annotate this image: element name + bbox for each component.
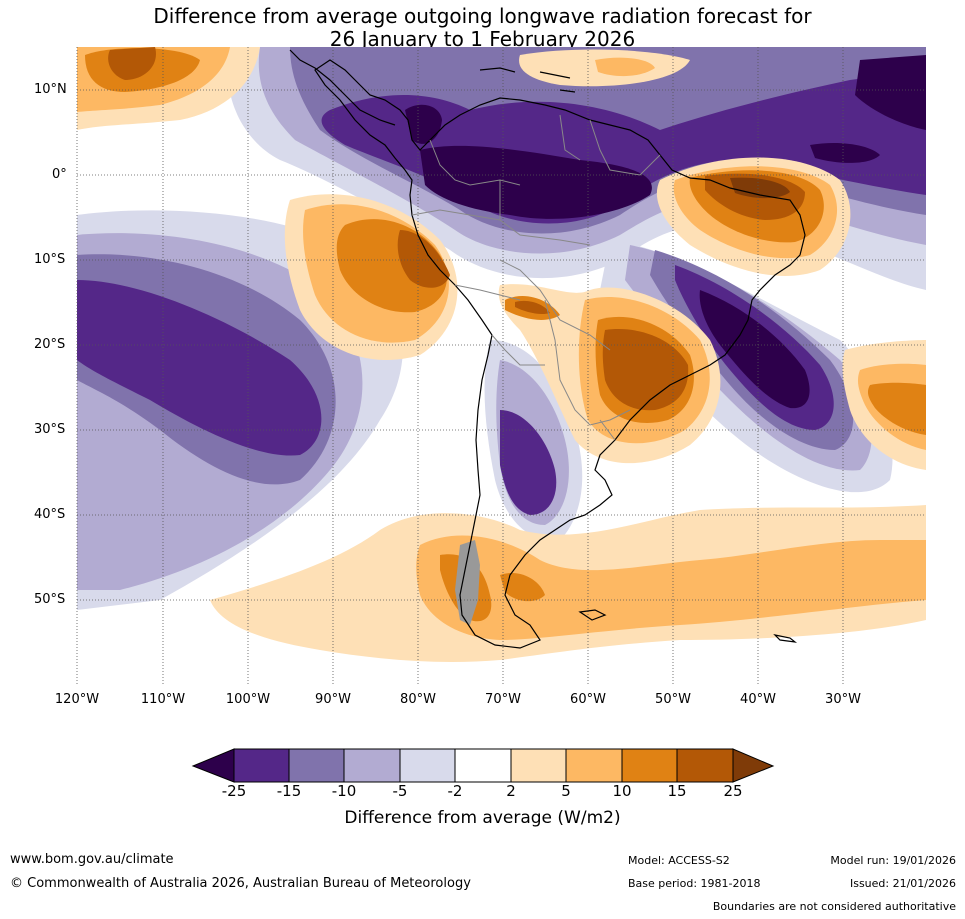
anomaly-field [77, 47, 926, 685]
anomaly-region-southern-ocean-pos-mid [416, 535, 926, 640]
lon-label-120w: 120°W [54, 692, 100, 707]
colorbar-swatch-8 [621, 748, 678, 783]
lon-label-80w: 80°W [400, 692, 436, 707]
coastline-south-georgia [773, 634, 798, 643]
footer-disclaimer: Boundaries are not considered authoritat… [712, 900, 956, 913]
lon-label-50w: 50°W [655, 692, 691, 707]
colorbar-tick-10: 10 [612, 782, 632, 800]
anomaly-region-peru-pos-core [397, 230, 450, 288]
coastline-falklands [578, 609, 607, 621]
lon-label-30w: 30°W [825, 692, 861, 707]
anomaly-region-atlantic-north-darkest [855, 55, 926, 130]
anomaly-region-atlantic-eq-dark [810, 143, 880, 163]
coastline [289, 49, 806, 649]
lon-label-110w: 110°W [140, 692, 186, 707]
colorbar-swatch-1 [233, 748, 290, 783]
lat-label-50s: 50°S [34, 592, 66, 607]
coastline-caribbean-islands [479, 67, 576, 93]
lon-label-40w: 40°W [740, 692, 776, 707]
lat-label-30s: 30°S [34, 422, 66, 437]
colorbar-swatch-3 [343, 748, 401, 783]
colorbar-tick--10: -10 [331, 782, 357, 800]
coastline-central-america [289, 49, 396, 126]
anomaly-region-paraguay-pos-core [602, 329, 689, 411]
anomaly-region-ne-brazil-pos-darkest [730, 177, 790, 199]
footer-issued: Issued: 21/01/2026 [849, 877, 956, 890]
colorbar-tick--15: -15 [276, 782, 302, 800]
lon-label-100w: 100°W [225, 692, 271, 707]
anomaly-region-ne-pacific-pos-core [108, 47, 156, 80]
graticule [76, 47, 926, 685]
anomaly-region-caribbean-darkest [405, 104, 442, 144]
colorbar-swatch-5 [454, 748, 512, 783]
footer-model-run: Model run: 19/01/2026 [830, 854, 956, 867]
anomaly-region-sw-pacific-core [77, 280, 322, 456]
anomaly-region-caribbean-pos-mid [595, 57, 655, 77]
lat-label-20s: 20°S [34, 337, 66, 352]
lon-label-90w: 90°W [315, 692, 351, 707]
footer-website-link[interactable]: www.bom.gov.au/climate [10, 852, 174, 867]
colorbar-swatch-7 [565, 748, 623, 783]
colorbar-tick-2: 2 [506, 782, 516, 800]
map-title-line-2: 26 January to 1 February 2026 [329, 27, 636, 51]
lat-label-40s: 40°S [34, 507, 66, 522]
country-borders [411, 114, 661, 441]
colorbar-tick-15: 15 [667, 782, 687, 800]
colorbar-swatch-6 [510, 748, 567, 783]
lat-label-0: 0° [52, 167, 67, 182]
colorbar-label: Difference from average (W/m2) [344, 808, 621, 828]
anomaly-region-atlantic-se-pos-strong [867, 382, 926, 435]
colorbar-tick--25: -25 [221, 782, 247, 800]
footer-copyright: © Commonwealth of Australia 2026, Austra… [10, 876, 471, 891]
colorbar-tick--5: -5 [392, 782, 408, 800]
anomaly-region-chaco-pos-core [515, 300, 550, 315]
coastline-south-america [314, 59, 806, 649]
colorbar-tick-25: 25 [723, 782, 743, 800]
colorbar-swatch-2 [288, 748, 345, 783]
lat-label-10n: 10°N [34, 82, 67, 97]
anomaly-region-patagonia-pos-strong-2 [500, 572, 545, 602]
anomaly-region-sacz-darkest [699, 290, 810, 409]
map-title-line-1: Difference from average outgoing longwav… [153, 4, 812, 28]
colorbar-swatch-4 [399, 748, 456, 783]
lon-label-60w: 60°W [570, 692, 606, 707]
footer-model: Model: ACCESS-S2 [628, 854, 730, 867]
colorbar-swatch-gt-25 [732, 748, 775, 783]
colorbar-swatch-lt-25 [191, 748, 235, 783]
anomaly-region-argentina-core [500, 410, 557, 515]
colorbar-swatch-9 [676, 748, 734, 783]
footer-base-period: Base period: 1981-2018 [628, 877, 761, 890]
lat-label-10s: 10°S [34, 252, 66, 267]
colorbar-tick-5: 5 [561, 782, 571, 800]
anomaly-region-amazon-darkest [420, 145, 652, 219]
colorbar-tick--2: -2 [447, 782, 463, 800]
lon-label-70w: 70°W [485, 692, 521, 707]
